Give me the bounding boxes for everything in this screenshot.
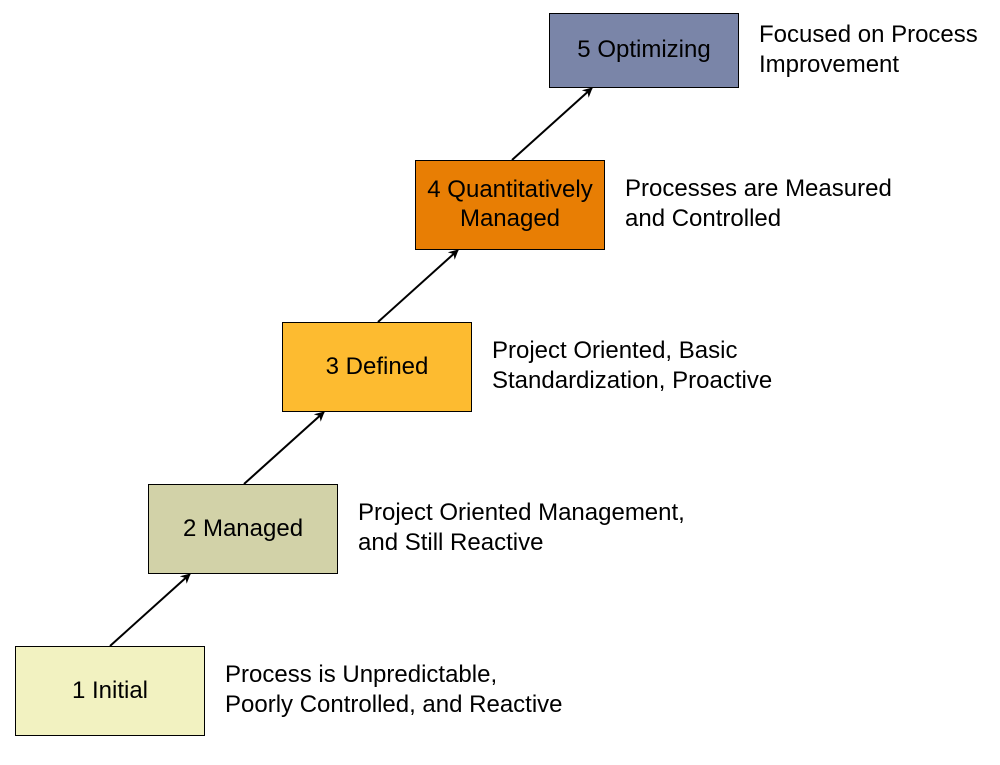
maturity-level-3-description: Project Oriented, Basic Standardization,… <box>492 336 772 396</box>
maturity-level-2-box: 2 Managed <box>148 484 338 574</box>
maturity-level-4-description: Processes are Measured and Controlled <box>625 174 892 234</box>
maturity-level-3-box: 3 Defined <box>282 322 472 412</box>
arrow-1-to-2 <box>110 574 190 646</box>
maturity-level-3-label: 3 Defined <box>326 353 429 382</box>
maturity-level-5-label: 5 Optimizing <box>577 36 710 65</box>
arrow-3-to-4 <box>378 250 458 322</box>
maturity-level-2-label: 2 Managed <box>183 515 303 544</box>
maturity-level-2-description: Project Oriented Management, and Still R… <box>358 498 685 558</box>
maturity-level-5-box: 5 Optimizing <box>549 13 739 88</box>
maturity-level-1-label: 1 Initial <box>72 677 148 706</box>
maturity-level-4-label: 4 Quantitatively Managed <box>427 176 592 234</box>
maturity-level-1-description: Process is Unpredictable, Poorly Control… <box>225 660 563 720</box>
arrow-4-to-5 <box>512 88 592 160</box>
maturity-level-1-box: 1 Initial <box>15 646 205 736</box>
arrow-2-to-3 <box>244 412 324 484</box>
maturity-level-4-box: 4 Quantitatively Managed <box>415 160 605 250</box>
maturity-level-5-description: Focused on Process Improvement <box>759 20 978 80</box>
